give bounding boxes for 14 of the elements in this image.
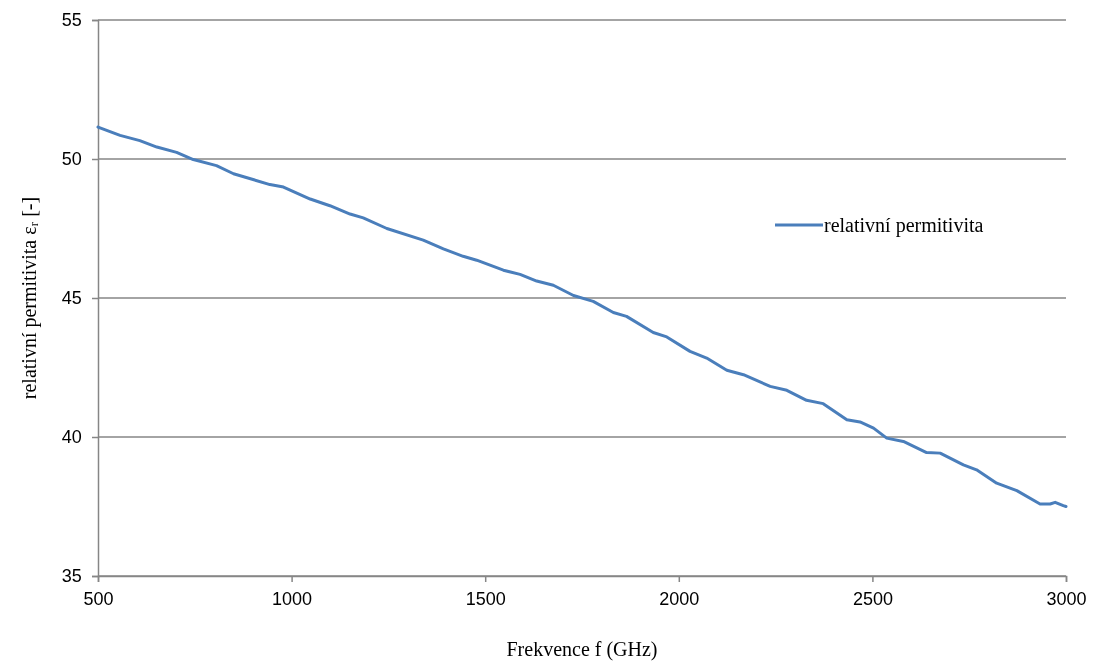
y-axis-title: relativní permitivita εᵣ [-] <box>18 196 41 400</box>
x-axis-title: Frekvence f (GHz) <box>506 638 658 661</box>
y-tick-label: 40 <box>61 427 82 448</box>
x-tick-label: 3000 <box>1046 588 1087 609</box>
x-tick-label: 1500 <box>465 588 506 609</box>
x-tick-label: 2000 <box>659 588 700 609</box>
y-tick-label: 45 <box>61 288 82 309</box>
y-tick-label: 55 <box>61 10 82 31</box>
x-tick-label: 1000 <box>272 588 313 609</box>
y-tick-label: 35 <box>61 566 82 587</box>
x-tick-label: 2500 <box>852 588 893 609</box>
x-tick-label: 500 <box>83 588 114 609</box>
y-tick-label: 50 <box>61 149 82 170</box>
legend-label: relativní permitivita <box>824 214 984 237</box>
